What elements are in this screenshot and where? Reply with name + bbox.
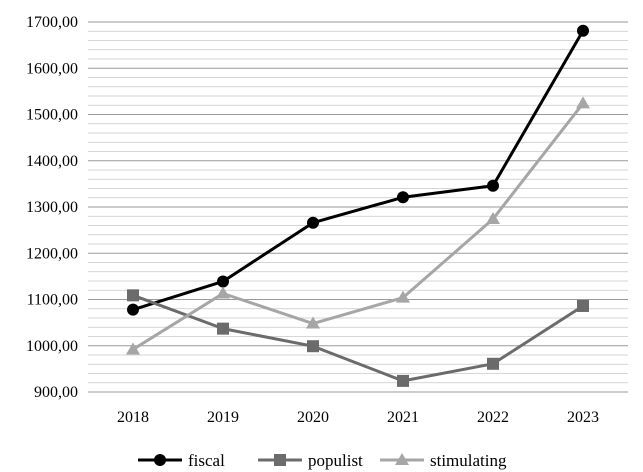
- data-point-populist: [487, 357, 499, 370]
- data-point-fiscal: [397, 191, 409, 204]
- data-point-stimulating: [576, 96, 590, 109]
- legend-item-stimulating: stimulating: [380, 451, 507, 470]
- data-point-stimulating: [486, 212, 500, 225]
- legend-marker-stimulating: [395, 453, 409, 465]
- y-tick-label: 1200,00: [26, 245, 78, 262]
- data-point-stimulating: [396, 290, 410, 303]
- data-point-populist: [217, 322, 229, 335]
- data-point-stimulating: [216, 286, 230, 299]
- series-stimulating: [126, 96, 590, 355]
- y-tick-label: 1300,00: [26, 199, 78, 216]
- series-line-fiscal: [132, 30, 585, 312]
- series-line-populist: [132, 293, 584, 383]
- x-tick-label: 2018: [117, 409, 149, 426]
- x-axis-tick-labels: 2018 2019 2020 2021 2022 2023: [117, 409, 599, 426]
- x-tick-label: 2020: [297, 409, 329, 426]
- legend-item-populist: populist: [258, 451, 363, 470]
- legend-label: fiscal: [188, 451, 225, 470]
- data-point-fiscal: [307, 216, 319, 229]
- data-point-stimulating: [126, 342, 140, 355]
- legend-item-fiscal: fiscal: [138, 451, 225, 470]
- data-point-fiscal: [577, 24, 589, 37]
- data-point-populist: [307, 340, 319, 353]
- legend-marker-fiscal: [154, 454, 166, 466]
- legend: fiscal populist stimulating: [138, 451, 507, 470]
- y-tick-label: 1100,00: [27, 292, 78, 309]
- data-point-fiscal: [217, 275, 229, 288]
- x-tick-label: 2022: [477, 409, 509, 426]
- y-tick-label: 1000,00: [26, 338, 78, 355]
- legend-label: stimulating: [430, 451, 507, 470]
- x-tick-label: 2021: [387, 409, 419, 426]
- plot-series: [126, 24, 590, 387]
- legend-label: populist: [308, 451, 363, 470]
- y-tick-label: 900,00: [34, 384, 78, 401]
- y-tick-label: 1700,00: [26, 14, 78, 31]
- data-point-populist: [577, 299, 589, 312]
- data-point-populist: [397, 374, 409, 387]
- series-line-stimulating: [132, 102, 585, 351]
- y-tick-label: 1600,00: [26, 60, 78, 77]
- x-tick-label: 2023: [567, 409, 599, 426]
- data-point-fiscal: [127, 303, 139, 316]
- data-point-fiscal: [487, 179, 499, 192]
- series-fiscal: [127, 24, 589, 316]
- series-populist: [127, 289, 589, 387]
- data-point-populist: [127, 289, 139, 302]
- y-axis-tick-labels: 900,00 1000,00 1100,00 1200,00 1300,00 1400,0…: [26, 14, 78, 401]
- data-point-stimulating: [306, 316, 320, 329]
- gridlines: [88, 21, 628, 393]
- x-tick-label: 2019: [207, 409, 239, 426]
- y-tick-label: 1500,00: [26, 107, 78, 124]
- legend-marker-populist: [274, 454, 286, 466]
- y-tick-label: 1400,00: [26, 153, 78, 170]
